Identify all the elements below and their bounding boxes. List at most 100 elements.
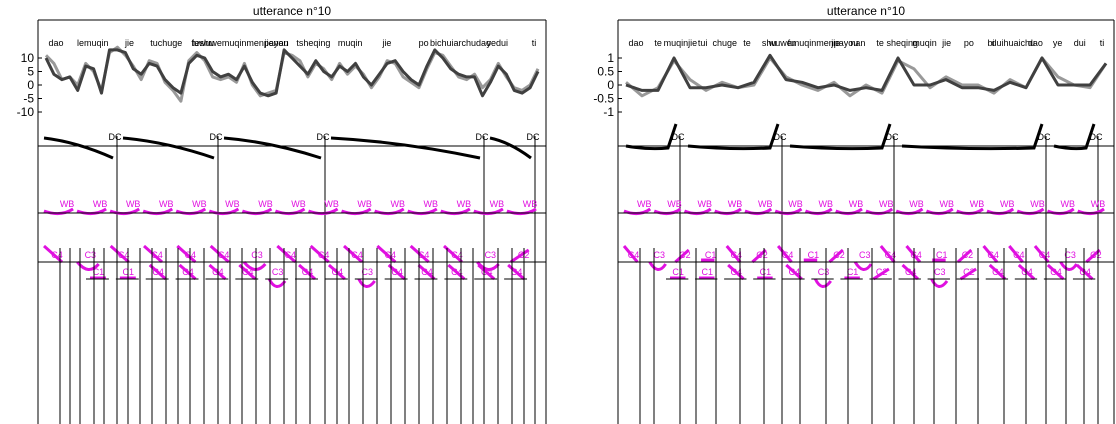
tone-contour (343, 244, 363, 264)
y-tick-label: -5 (23, 92, 34, 106)
syllable-label: nan (850, 38, 865, 48)
tone-label: C1 (847, 267, 859, 277)
dc-label: DC (210, 132, 223, 142)
tone-label: C4 (628, 250, 640, 260)
wb-label: WB (849, 199, 864, 209)
tone-label: C4 (391, 267, 403, 277)
tone-contour (143, 244, 163, 264)
syllable-label: tuchuge (150, 38, 182, 48)
wb-label: WB (457, 199, 472, 209)
tone-label: C4 (182, 267, 194, 277)
tone-label: C3 (653, 250, 665, 260)
tone-contour (176, 244, 197, 264)
syllable-label: muqin (912, 38, 937, 48)
tone-label: C4 (318, 250, 330, 260)
tone-label: C4 (285, 250, 297, 260)
wb-label: WB (192, 199, 207, 209)
tone-contour (988, 263, 1007, 281)
tone-label: C1 (760, 267, 772, 277)
tone-contour (1008, 245, 1024, 263)
chart-title: utterance n°10 (253, 4, 332, 18)
tone-label: C3 (818, 267, 830, 277)
y-tick-label: 10 (21, 51, 35, 65)
tone-contour (879, 245, 896, 263)
tone-label: C4 (992, 267, 1004, 277)
wb-label: WB (819, 199, 834, 209)
tone-label: C2 (962, 250, 974, 260)
wb-label: WB (490, 199, 505, 209)
wb-label: WB (1061, 199, 1076, 209)
tone-contour (901, 263, 919, 281)
tone-contour (648, 261, 667, 271)
tone-contour (447, 263, 466, 281)
y-tick-label: 0 (607, 78, 614, 92)
syllable-label: lemuqin (77, 38, 109, 48)
tone-contour (376, 244, 397, 264)
wb-label: WB (357, 199, 372, 209)
syllable-label: po (419, 38, 429, 48)
wb-label: WB (879, 199, 894, 209)
tone-contour (785, 263, 803, 281)
dc-contour (122, 136, 215, 160)
syllable-label: te (743, 38, 751, 48)
tone-contour (813, 278, 832, 288)
tone-label: C4 (782, 250, 794, 260)
tone-label: C4 (1021, 267, 1033, 277)
tone-contour (959, 267, 977, 281)
wb-label: WB (637, 199, 652, 209)
dc-contour (223, 136, 322, 160)
tone-label: C2 (963, 267, 975, 277)
y-tick-label: 0.5 (597, 65, 614, 79)
syllable-label: bichuiarchudao (430, 38, 491, 48)
tone-label: C1 (705, 250, 717, 260)
tone-label: C1 (808, 250, 820, 260)
tone-label: C4 (1013, 250, 1025, 260)
tone-contour (298, 263, 316, 281)
wb-label: WB (667, 199, 682, 209)
tone-contour (1075, 263, 1094, 281)
tone-label: C4 (451, 267, 463, 277)
tone-contour (76, 261, 100, 271)
syllable-label: jie (124, 38, 134, 48)
tone-label: C4 (418, 250, 430, 260)
wb-label: WB (940, 199, 955, 209)
pitch-series-line (44, 45, 540, 103)
syllable-label: jie (381, 38, 391, 48)
tone-contour (1085, 248, 1101, 264)
y-tick-label: 0 (27, 78, 34, 92)
tone-contour (872, 267, 890, 281)
tone-contour (357, 278, 376, 288)
tone-label: C3 (272, 267, 284, 277)
tone-contour (853, 261, 873, 271)
tone-contour (267, 278, 287, 288)
wb-label: WB (698, 199, 713, 209)
pitch-series-line (44, 48, 540, 98)
tone-label: C4 (385, 250, 397, 260)
tone-label: C3 (934, 267, 946, 277)
dc-label: DC (1090, 132, 1103, 142)
y-tick-label: -1 (603, 105, 614, 119)
dc-label: DC (1038, 132, 1051, 142)
tone-label: C4 (481, 267, 493, 277)
syllable-label: fu (788, 38, 796, 48)
syllable-label: yedui (486, 38, 508, 48)
wb-label: WB (424, 199, 439, 209)
tone-contour (409, 244, 430, 264)
syllable-label: dao (1028, 38, 1043, 48)
wb-label: WB (291, 199, 306, 209)
dc-label: DC (886, 132, 899, 142)
tone-label: C4 (910, 250, 922, 260)
tone-label: C3 (485, 250, 497, 260)
tone-contour (309, 244, 330, 264)
syllable-label: muqin (338, 38, 363, 48)
syllable-label: jienan (264, 38, 289, 48)
tone-contour (209, 244, 230, 264)
tone-label: C4 (118, 250, 130, 260)
syllable-label: tsheqing (296, 38, 330, 48)
tone-label: C1 (936, 250, 948, 260)
tone-contour (208, 263, 227, 281)
chart-title: utterance n°10 (827, 4, 906, 18)
tone-contour (725, 245, 742, 263)
